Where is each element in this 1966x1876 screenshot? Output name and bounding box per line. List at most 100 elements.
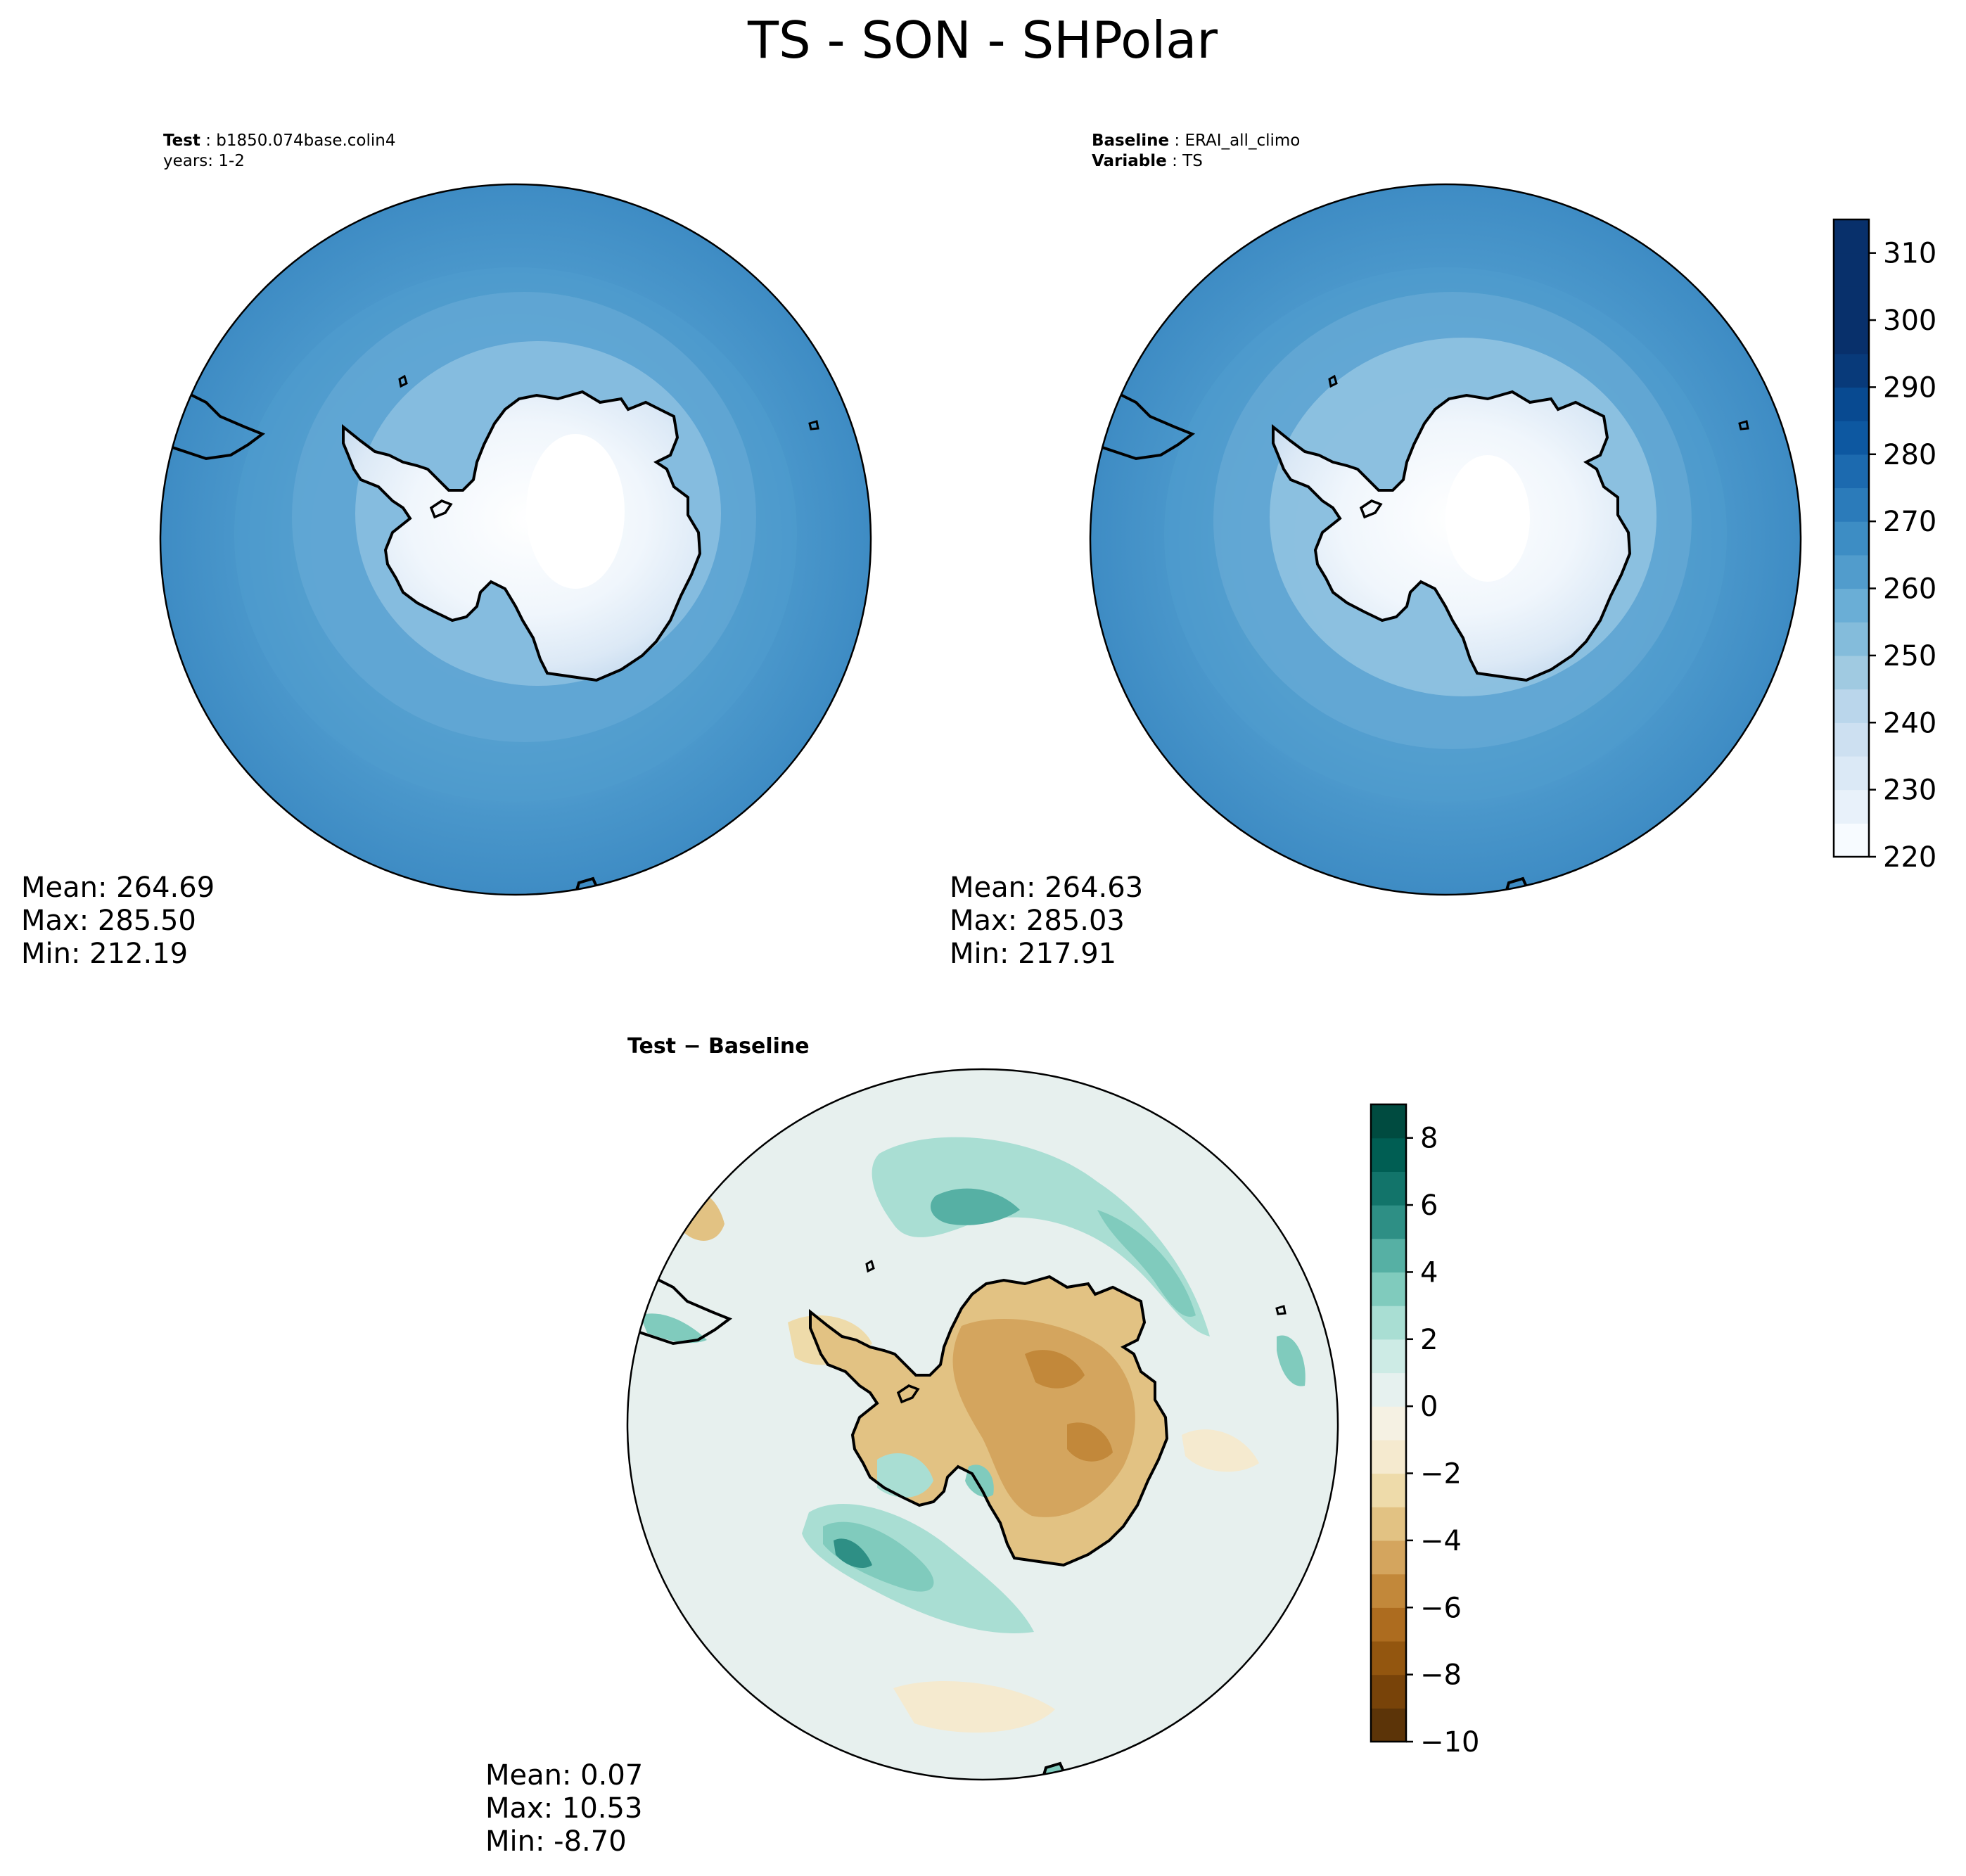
top-colorbar-segment [1834, 622, 1869, 656]
bottom-colorbar-frame [1370, 1103, 1408, 1743]
bottom-colorbar-segment [1371, 1507, 1406, 1541]
top-colorbar-tick-label: 220 [1883, 841, 1936, 874]
top-colorbar-segment [1834, 755, 1869, 791]
top-colorbar-tick-label: 280 [1883, 439, 1936, 471]
test-island-east [808, 420, 819, 430]
bottom-colorbar-segment [1371, 1406, 1406, 1441]
bottom-colorbar-segment [1371, 1640, 1406, 1676]
diff-anomaly-brown-interior [952, 1319, 1135, 1517]
baseline-variable-bold: Variable [1092, 152, 1167, 170]
diff-mean: Mean: 0.07 [485, 1759, 643, 1792]
baseline-variable-sep: : [1167, 152, 1182, 170]
test-label: Test : b1850.074base.colin4 [163, 132, 396, 150]
bottom-colorbar-tick-label: 8 [1420, 1123, 1438, 1155]
diff-anomaly-brown-core-1 [1025, 1350, 1085, 1389]
bottom-colorbar-segment [1371, 1306, 1406, 1340]
bottom-colorbar-tick-label: 2 [1420, 1324, 1438, 1356]
top-colorbar-segment [1834, 487, 1869, 522]
baseline-map-border [1089, 183, 1802, 896]
test-panel: Test : b1850.074base.colin4 years: 1-2 M… [21, 132, 872, 970]
test-map-border [159, 183, 872, 896]
diff-anomaly-teal-southwest-mid [823, 1521, 934, 1592]
top-colorbar-segment [1834, 722, 1869, 757]
test-island [398, 374, 408, 388]
bottom-colorbar-segment [1371, 1339, 1406, 1374]
baseline-variable: Variable : TS [1092, 152, 1203, 170]
top-colorbar-frame [1832, 218, 1870, 858]
diff-island [865, 1259, 875, 1273]
diff-polar-map [627, 1069, 1338, 1780]
bottom-colorbar-segment [1371, 1272, 1406, 1306]
top-colorbar-tick-label: 240 [1883, 707, 1936, 739]
test-label-sep: : [200, 132, 216, 150]
top-colorbar-segment [1834, 421, 1869, 455]
diff-anomaly-teal-weddell [877, 1453, 933, 1498]
top-colorbar-segment [1834, 219, 1869, 254]
bottom-colorbar-segment [1371, 1674, 1406, 1709]
baseline-min: Min: 217.91 [950, 938, 1116, 970]
top-colorbar-segment [1834, 286, 1869, 321]
test-ice-core [526, 434, 625, 589]
test-case-name: b1850.074base.colin4 [216, 132, 395, 150]
figure-title: TS - SON - SHPolar [747, 11, 1218, 70]
bottom-colorbar-segment [1371, 1137, 1406, 1172]
diff-anomaly-teal-southwest-core [834, 1538, 872, 1569]
baseline-panel: Baseline : ERAI_all_climo Variable : TS … [950, 132, 1802, 970]
top-colorbar-segment [1834, 521, 1869, 556]
test-years: years: 1-2 [163, 152, 245, 170]
test-polar-map [160, 184, 871, 895]
bottom-colorbar-segment [1371, 1439, 1406, 1474]
bottom-colorbar-segment [1371, 1104, 1406, 1139]
baseline-island [1328, 374, 1338, 388]
diff-anomaly-teal-west-coast [640, 1313, 707, 1344]
top-colorbar: 220 230 240 250 260 270 280 290 300 310 [1832, 218, 1936, 874]
diff-panel: Test − Baseline [485, 1034, 1339, 1858]
baseline-label-sep: : [1169, 132, 1185, 150]
baseline-ice-core [1445, 455, 1530, 582]
top-colorbar-tick-label: 230 [1883, 774, 1936, 807]
diff-anomaly-teal-north [872, 1137, 1210, 1336]
bottom-colorbar-segment [1371, 1607, 1406, 1642]
bottom-colorbar-segment [1371, 1372, 1406, 1407]
bottom-colorbar-segment [1371, 1708, 1406, 1742]
bottom-colorbar-tick-label: −6 [1420, 1592, 1462, 1624]
diff-australia-tip [1041, 1761, 1068, 1780]
test-max: Max: 285.50 [21, 905, 196, 937]
diff-title: Test − Baseline [627, 1034, 810, 1059]
top-colorbar-tick-label: 300 [1883, 305, 1936, 337]
bottom-colorbar-tick-label: −10 [1420, 1726, 1479, 1759]
diff-anomaly-brown-core-2 [1067, 1422, 1113, 1462]
test-australia-tip [574, 876, 601, 895]
bottom-colorbar: −10 −8 −6 −4 −2 0 2 4 6 8 [1370, 1103, 1479, 1759]
diff-anomaly-tan-east [1182, 1429, 1259, 1472]
top-colorbar-segment [1834, 655, 1869, 690]
bottom-colorbar-ticks: −10 −8 −6 −4 −2 0 2 4 6 8 [1406, 1123, 1479, 1759]
bottom-colorbar-segments [1371, 1104, 1406, 1742]
top-colorbar-tick-label: 310 [1883, 238, 1936, 270]
diff-anomaly-tan-south [893, 1681, 1055, 1733]
diff-anomaly-teal-east [1277, 1335, 1306, 1386]
bottom-colorbar-tick-label: −8 [1420, 1659, 1462, 1692]
top-colorbar-segment [1834, 253, 1869, 287]
diff-anomaly-teal-northeast [1097, 1210, 1196, 1317]
test-min: Min: 212.19 [21, 938, 188, 970]
baseline-case-name: ERAI_all_climo [1185, 132, 1300, 150]
baseline-mean: Mean: 264.63 [950, 872, 1143, 904]
baseline-island-east [1738, 420, 1749, 430]
top-colorbar-segment [1834, 320, 1869, 355]
top-colorbar-tick-label: 270 [1883, 506, 1936, 538]
bottom-colorbar-tick-label: −2 [1420, 1458, 1462, 1491]
top-colorbar-segment [1834, 689, 1869, 723]
top-colorbar-tick-label: 290 [1883, 371, 1936, 404]
top-colorbar-segment [1834, 789, 1869, 824]
bottom-colorbar-segment [1371, 1540, 1406, 1575]
baseline-polar-map [1090, 184, 1801, 895]
baseline-australia-tip [1504, 876, 1531, 895]
bottom-colorbar-segment [1371, 1205, 1406, 1239]
test-mean: Mean: 264.69 [21, 872, 215, 904]
bottom-colorbar-segment [1371, 1171, 1406, 1206]
top-colorbar-segment [1834, 554, 1869, 589]
diff-max: Max: 10.53 [485, 1792, 642, 1825]
diff-anomaly-teal-north-core [930, 1188, 1020, 1225]
